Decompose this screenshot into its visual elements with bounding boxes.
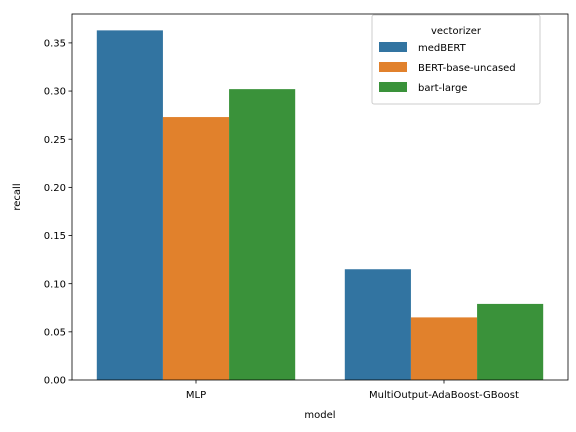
- legend-swatch: [379, 62, 407, 72]
- bar-medbert-2: [344, 269, 411, 380]
- bar-medbert-1: [96, 30, 163, 381]
- legend-swatch: [379, 42, 407, 52]
- legend-title: vectorizer: [431, 26, 482, 37]
- y-axis: 0.00 0.05 0.10 0.15 0.20 0.25 0.30 0.35: [44, 38, 72, 387]
- legend-frame: [371, 14, 541, 105]
- bar-bert-base-uncased-2: [410, 317, 478, 380]
- y-axis-label: recall: [12, 183, 23, 210]
- y-tick-label: 0.30: [44, 87, 66, 98]
- y-tick-label: 0.35: [44, 38, 66, 49]
- legend: vectorizer medBERT BERT-base-uncased bart-…: [371, 14, 541, 105]
- y-tick-label: 0.15: [44, 231, 66, 242]
- legend-swatch: [379, 82, 407, 92]
- plot-frame: [71, 13, 569, 381]
- y-tick-label: 0.25: [44, 135, 66, 146]
- x-axis-label: model: [304, 410, 335, 421]
- y-tick-label: 0.00: [44, 376, 66, 387]
- y-tick-label: 0.10: [44, 279, 66, 290]
- bar-bert-base-uncased-1: [162, 117, 230, 380]
- legend-items: medBERT BERT-base-uncased bart-large: [379, 42, 516, 94]
- bar-bart-large-1: [229, 89, 296, 380]
- y-tick-label: 0.20: [44, 183, 66, 194]
- x-axis: MLP MultiOutput-AdaBoost-GBoost: [186, 380, 519, 401]
- x-tick-label: MultiOutput-AdaBoost-GBoost: [369, 390, 519, 401]
- bar-bart-large-2: [477, 303, 544, 380]
- legend-label: bart-large: [418, 83, 467, 94]
- legend-label: BERT-base-uncased: [418, 63, 516, 74]
- x-tick-label: MLP: [186, 390, 206, 401]
- bars-group: [96, 30, 544, 381]
- y-tick-label: 0.05: [44, 327, 66, 338]
- legend-label: medBERT: [418, 43, 467, 54]
